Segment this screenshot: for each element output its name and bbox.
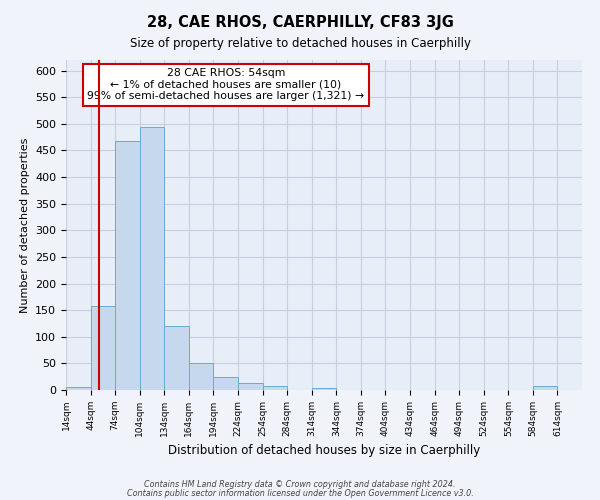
Text: Size of property relative to detached houses in Caerphilly: Size of property relative to detached ho… [130,38,470,51]
Y-axis label: Number of detached properties: Number of detached properties [20,138,29,312]
Bar [66,388,91,390]
Bar [140,126,164,390]
Text: Contains public sector information licensed under the Open Government Licence v3: Contains public sector information licen… [127,488,473,498]
Bar [91,306,115,390]
Bar [238,383,263,390]
Bar [533,386,557,390]
Text: 28 CAE RHOS: 54sqm
← 1% of detached houses are smaller (10)
99% of semi-detached: 28 CAE RHOS: 54sqm ← 1% of detached hous… [88,68,365,102]
Text: 28, CAE RHOS, CAERPHILLY, CF83 3JG: 28, CAE RHOS, CAERPHILLY, CF83 3JG [146,15,454,30]
Bar [189,364,214,390]
X-axis label: Distribution of detached houses by size in Caerphilly: Distribution of detached houses by size … [168,444,480,458]
Bar [164,326,189,390]
Bar [263,386,287,390]
Text: Contains HM Land Registry data © Crown copyright and database right 2024.: Contains HM Land Registry data © Crown c… [144,480,456,489]
Bar [312,388,336,390]
Bar [214,376,238,390]
Bar [115,141,140,390]
